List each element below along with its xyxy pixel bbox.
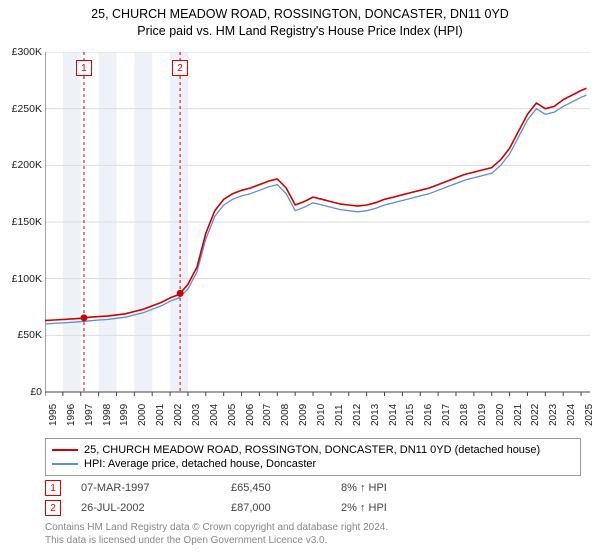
xtick-label: 2023 bbox=[548, 404, 559, 426]
xtick-label: 2014 bbox=[388, 404, 399, 426]
xtick-label: 1999 bbox=[119, 404, 130, 426]
xtick-label: 1995 bbox=[48, 404, 59, 426]
title-line2: Price paid vs. HM Land Registry's House … bbox=[0, 23, 600, 40]
sale-row-2: 2 26-JUL-2002 £87,000 2% ↑ HPI bbox=[45, 498, 581, 518]
xtick-label: 2002 bbox=[173, 404, 184, 426]
title-line1: 25, CHURCH MEADOW ROAD, ROSSINGTON, DONC… bbox=[0, 6, 600, 23]
xtick-label: 2015 bbox=[405, 404, 416, 426]
xtick-label: 2005 bbox=[227, 404, 238, 426]
xtick-label: 2001 bbox=[155, 404, 166, 426]
sale-date-1: 07-MAR-1997 bbox=[81, 482, 231, 494]
xtick-label: 2021 bbox=[513, 404, 524, 426]
xtick-label: 2003 bbox=[191, 404, 202, 426]
sale-pct-1: 8% ↑ HPI bbox=[341, 482, 461, 494]
xtick-label: 2010 bbox=[316, 404, 327, 426]
sale-price-1: £65,450 bbox=[231, 482, 341, 494]
footer-line1: Contains HM Land Registry data © Crown c… bbox=[45, 522, 388, 535]
chart-container: 25, CHURCH MEADOW ROAD, ROSSINGTON, DONC… bbox=[0, 0, 600, 560]
ytick-label: £150K bbox=[12, 216, 42, 228]
chart-svg bbox=[45, 52, 590, 432]
legend-row-hpi: HPI: Average price, detached house, Donc… bbox=[52, 457, 574, 471]
chart-sale-badge: 2 bbox=[172, 60, 188, 76]
xtick-label: 2013 bbox=[370, 404, 381, 426]
sale-badge-1: 1 bbox=[45, 480, 61, 496]
xtick-label: 2016 bbox=[423, 404, 434, 426]
chart-area bbox=[45, 52, 590, 432]
xtick-label: 2025 bbox=[584, 404, 595, 426]
xtick-label: 2017 bbox=[441, 404, 452, 426]
xtick-label: 2007 bbox=[262, 404, 273, 426]
sale-price-2: £87,000 bbox=[231, 502, 341, 514]
ytick-label: £200K bbox=[12, 159, 42, 171]
xtick-label: 2000 bbox=[137, 404, 148, 426]
legend-label-hpi: HPI: Average price, detached house, Donc… bbox=[84, 458, 316, 470]
xtick-label: 2009 bbox=[298, 404, 309, 426]
xtick-label: 1997 bbox=[84, 404, 95, 426]
ytick-label: £50K bbox=[17, 329, 42, 341]
xtick-label: 2024 bbox=[566, 404, 577, 426]
sale-row-1: 1 07-MAR-1997 £65,450 8% ↑ HPI bbox=[45, 478, 581, 498]
xtick-label: 2018 bbox=[459, 404, 470, 426]
xtick-label: 2008 bbox=[280, 404, 291, 426]
xtick-label: 2006 bbox=[245, 404, 256, 426]
chart-sale-badge: 1 bbox=[76, 60, 92, 76]
xtick-label: 2012 bbox=[352, 404, 363, 426]
sale-date-2: 26-JUL-2002 bbox=[81, 502, 231, 514]
xtick-label: 1996 bbox=[66, 404, 77, 426]
sale-badge-2: 2 bbox=[45, 500, 61, 516]
ytick-label: £100K bbox=[12, 273, 42, 285]
legend-box: 25, CHURCH MEADOW ROAD, ROSSINGTON, DONC… bbox=[45, 438, 581, 476]
footer: Contains HM Land Registry data © Crown c… bbox=[45, 522, 388, 547]
footer-line2: This data is licensed under the Open Gov… bbox=[45, 535, 388, 548]
legend-label-property: 25, CHURCH MEADOW ROAD, ROSSINGTON, DONC… bbox=[84, 444, 540, 456]
xtick-label: 2004 bbox=[209, 404, 220, 426]
legend-swatch-hpi bbox=[52, 463, 78, 465]
legend-swatch-property bbox=[52, 449, 78, 451]
sale-pct-2: 2% ↑ HPI bbox=[341, 502, 461, 514]
sale-markers-table: 1 07-MAR-1997 £65,450 8% ↑ HPI 2 26-JUL-… bbox=[45, 478, 581, 518]
ytick-label: £0 bbox=[30, 386, 42, 398]
legend-row-property: 25, CHURCH MEADOW ROAD, ROSSINGTON, DONC… bbox=[52, 443, 574, 457]
xtick-label: 1998 bbox=[102, 404, 113, 426]
xtick-label: 2022 bbox=[530, 404, 541, 426]
ytick-label: £250K bbox=[12, 103, 42, 115]
ytick-label: £300K bbox=[12, 46, 42, 58]
xtick-label: 2019 bbox=[477, 404, 488, 426]
xtick-label: 2020 bbox=[495, 404, 506, 426]
title-block: 25, CHURCH MEADOW ROAD, ROSSINGTON, DONC… bbox=[0, 0, 600, 40]
xtick-label: 2011 bbox=[334, 404, 345, 426]
